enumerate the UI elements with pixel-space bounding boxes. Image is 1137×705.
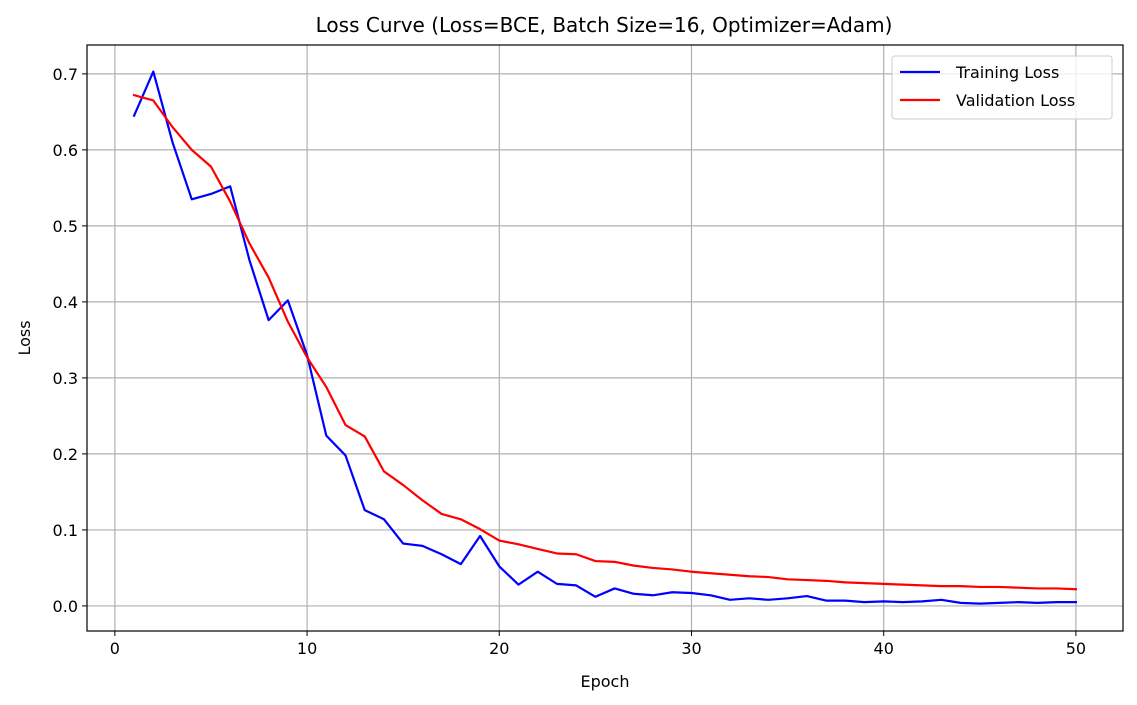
legend: Training Loss Validation Loss: [891, 55, 1113, 120]
x-tick-label: 20: [489, 639, 509, 658]
ticks-layer: 0 10 20 30 40 50 0.0 0.1 0.2 0.3 0.4 0.5 0.6 0.7: [53, 65, 1087, 658]
y-tick-label: 0.7: [53, 65, 78, 84]
plot-frame: [86, 44, 1124, 632]
y-tick-label: 0.5: [53, 217, 78, 236]
y-axis-label: Loss: [15, 320, 34, 355]
legend-label-validation-loss: Validation Loss: [956, 91, 1075, 110]
y-tick-label: 0.0: [53, 597, 78, 616]
series-line-training-loss: [132, 70, 1078, 605]
x-axis-label: Epoch: [581, 672, 630, 691]
series-layer: [132, 70, 1078, 605]
y-tick-label: 0.3: [53, 369, 78, 388]
legend-box: [891, 55, 1113, 120]
x-tick-label: 40: [874, 639, 894, 658]
legend-label-training-loss: Training Loss: [955, 63, 1059, 82]
y-tick-label: 0.4: [53, 293, 78, 312]
x-tick-label: 10: [297, 639, 317, 658]
series-line-validation-loss: [132, 93, 1078, 591]
y-tick-label: 0.2: [53, 445, 78, 464]
x-tick-label: 30: [681, 639, 701, 658]
x-tick-label: 0: [110, 639, 120, 658]
y-tick-label: 0.6: [53, 141, 78, 160]
x-tick-label: 50: [1066, 639, 1086, 658]
y-tick-label: 0.1: [53, 521, 78, 540]
grid-layer: [87, 45, 1123, 631]
chart-title: Loss Curve (Loss=BCE, Batch Size=16, Opt…: [316, 13, 893, 37]
